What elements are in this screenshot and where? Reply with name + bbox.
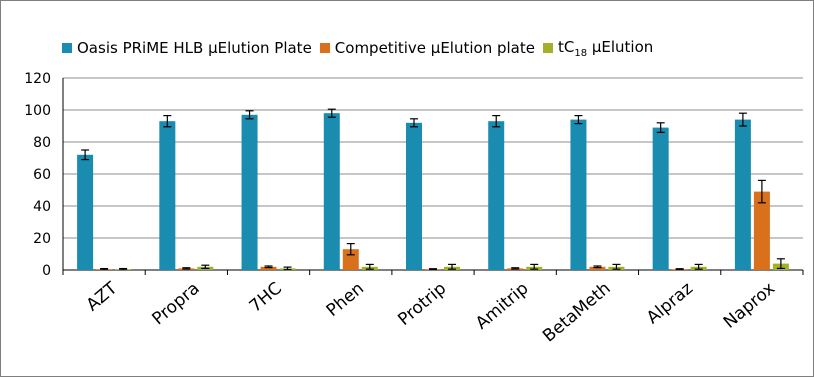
bar-Naprox-series-1: [753, 191, 770, 270]
bar-Phen-series-0: [323, 113, 340, 270]
y-tick-label-0: 0: [42, 263, 51, 279]
bar-Naprox-series-0: [734, 119, 751, 270]
chart-legend: Oasis PRiME HLB µElution Plate Competiti…: [62, 38, 661, 59]
x-tick-label-Phen: Phen: [323, 279, 368, 321]
bar-BetaMeth-series-0: [570, 119, 587, 270]
bar-7HC-series-1: [260, 266, 277, 270]
y-tick-label-20: 20: [33, 231, 51, 247]
bar-Propra-series-0: [159, 121, 176, 270]
legend-label-tc18: tC18 µElution: [558, 38, 653, 59]
x-tick-label-AZT: AZT: [83, 278, 122, 315]
legend-swatch-competitive: [319, 43, 330, 53]
y-tick-label-40: 40: [33, 199, 51, 215]
bar-Protrip-series-0: [406, 122, 422, 270]
legend-item-oasis: Oasis PRiME HLB µElution Plate: [62, 39, 312, 57]
bar-7HC-series-0: [241, 114, 258, 270]
bar-Alpraz-series-0: [652, 127, 669, 270]
legend-item-competitive: Competitive µElution plate: [319, 39, 535, 57]
legend-label-tc18-tail: µElution: [587, 37, 654, 56]
x-tick-label-Amitrip: Amitrip: [472, 279, 532, 334]
y-tick-label-60: 60: [33, 167, 51, 183]
y-tick-label-100: 100: [24, 103, 51, 119]
legend-label-oasis: Oasis PRiME HLB µElution Plate: [77, 39, 312, 57]
legend-item-tc18: tC18 µElution: [542, 38, 653, 59]
legend-swatch-tc18: [542, 43, 553, 53]
bar-Amitrip-series-0: [488, 121, 505, 270]
x-tick-label-Alpraz: Alpraz: [643, 278, 697, 328]
bar-BetaMeth-series-1: [589, 266, 606, 270]
x-tick-label-Naprox: Naprox: [720, 279, 779, 333]
x-tick-label-Propra: Propra: [148, 279, 203, 330]
x-tick-label-BetaMeth: BetaMeth: [539, 279, 615, 347]
legend-label-tc18-main: tC: [557, 37, 575, 56]
x-tick-label-Protrip: Protrip: [394, 279, 450, 330]
legend-label-tc18-subscript: 18: [574, 47, 588, 59]
x-tick-label-7HC: 7HC: [246, 279, 286, 317]
y-tick-label-120: 120: [24, 71, 51, 87]
bar-AZT-series-0: [77, 154, 94, 270]
legend-label-competitive: Competitive µElution plate: [334, 39, 535, 57]
legend-swatch-oasis: [62, 43, 72, 53]
y-tick-label-80: 80: [33, 135, 51, 151]
